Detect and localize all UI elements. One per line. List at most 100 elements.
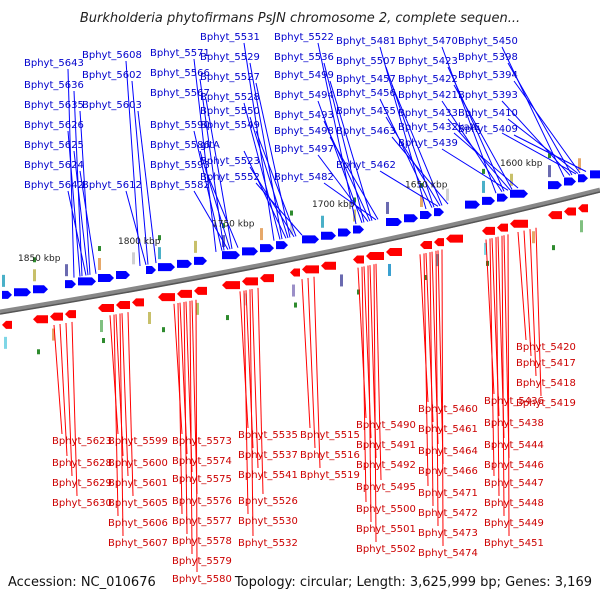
plus-gene-label: Bphyt_5499 <box>274 70 334 81</box>
plus-gene-arrow <box>302 235 319 244</box>
plus-connector <box>79 170 97 274</box>
plus-gene-label: Bphyt_5523 <box>200 156 260 167</box>
plus-gene-arrow <box>510 189 528 198</box>
minus-gene-label: Bphyt_5419 <box>516 398 576 409</box>
minus-gene-label: Bphyt_5580 <box>172 574 232 585</box>
small-feature-mark <box>357 289 360 295</box>
minus-connector <box>113 314 119 517</box>
minus-gene-label: Bphyt_5574 <box>172 456 232 467</box>
plus-gene-arrow <box>338 228 351 237</box>
plus-gene-label: Bphyt_5421 <box>398 90 458 101</box>
plus-gene-label: Bphyt_5603 <box>82 100 142 111</box>
minus-gene-arrow <box>50 312 63 321</box>
minus-connector <box>373 264 377 543</box>
plus-gene-label: Bphyt_5522 <box>274 32 334 43</box>
plus-connector <box>329 136 379 220</box>
minus-gene-arrow <box>302 265 319 274</box>
tick-label: 1800 kbp <box>118 237 161 247</box>
minus-gene-label: Bphyt_5420 <box>516 342 576 353</box>
minus-connector <box>501 235 505 517</box>
plus-gene-arrow <box>14 288 31 297</box>
plus-gene-label: Bphyt_5586 <box>150 140 210 151</box>
plus-gene-label: Bphyt_5393 <box>458 90 518 101</box>
minus-connector <box>59 323 68 457</box>
plus-connector <box>453 132 519 189</box>
plus-connector <box>507 62 573 176</box>
minus-gene-label: Bphyt_5628 <box>52 458 112 469</box>
plus-gene-label: gltA <box>200 140 220 151</box>
plus-connector <box>243 102 281 240</box>
plus-connector <box>255 130 297 237</box>
plus-gene-arrow <box>353 225 364 234</box>
minus-gene-arrow <box>386 247 402 256</box>
accession-text: Accession: NC_010676 <box>8 575 156 590</box>
small-feature-mark <box>294 302 297 308</box>
plus-gene-label: Bphyt_5528 <box>200 92 260 103</box>
annotation-block <box>482 180 485 193</box>
plus-gene-label: Bphyt_5494 <box>274 90 334 101</box>
minus-gene-label: Bphyt_5519 <box>300 470 360 481</box>
minus-gene-arrow <box>242 277 258 286</box>
minus-gene-label: Bphyt_5607 <box>108 538 168 549</box>
minus-connector <box>357 267 367 419</box>
plus-gene-arrow <box>98 274 114 283</box>
plus-connector <box>323 182 377 221</box>
small-feature-mark <box>37 349 40 355</box>
minus-connector <box>441 249 444 547</box>
plus-gene-label: Bphyt_5456 <box>336 88 396 99</box>
small-feature-mark <box>98 246 101 252</box>
small-feature-mark <box>548 153 551 159</box>
minus-gene-label: Bphyt_5535 <box>238 430 298 441</box>
minus-connector <box>507 234 510 537</box>
minus-gene-label: Bphyt_5471 <box>418 488 478 499</box>
minus-gene-label: Bphyt_5449 <box>484 518 544 529</box>
plus-gene-label: Bphyt_5422 <box>398 74 458 85</box>
minus-gene-arrow <box>564 207 576 216</box>
minus-gene-label: Bphyt_5605 <box>108 498 168 509</box>
minus-gene-label: Bphyt_5515 <box>300 430 360 441</box>
annotation-block <box>548 165 551 178</box>
minus-gene-arrow <box>482 226 495 235</box>
annotation-block <box>340 274 343 287</box>
annotation-block <box>388 263 391 276</box>
annotation-block <box>532 231 535 244</box>
plus-gene-arrow <box>177 259 192 268</box>
annotation-block <box>132 252 135 265</box>
minus-gene-label: Bphyt_5541 <box>238 470 298 481</box>
minus-gene-arrow <box>510 219 528 228</box>
plus-gene-label: katE <box>458 122 480 133</box>
minus-gene-arrow <box>158 293 175 302</box>
plus-connector <box>131 80 149 265</box>
tick-label: 1650 kbp <box>405 181 448 191</box>
plus-connector <box>255 182 303 236</box>
plus-gene-label: Bphyt_5642 <box>24 180 84 191</box>
small-feature-mark <box>424 274 427 280</box>
plus-gene-arrow <box>33 285 48 294</box>
minus-connector <box>313 276 321 469</box>
minus-gene-label: Bphyt_5530 <box>238 516 298 527</box>
minus-gene-label: Bphyt_5461 <box>418 424 478 435</box>
minus-connector <box>423 253 429 487</box>
minus-connector <box>307 277 316 449</box>
annotation-block <box>100 320 103 333</box>
minus-gene-label: Bphyt_5436 <box>484 396 544 407</box>
plus-connector <box>199 150 231 250</box>
small-feature-mark <box>290 210 293 216</box>
minus-connector <box>189 300 193 555</box>
plus-gene-label: Bphyt_5550 <box>200 106 260 117</box>
small-feature-mark <box>552 245 555 251</box>
minus-gene-label: Bphyt_5460 <box>418 404 478 415</box>
minus-connector <box>429 252 434 507</box>
plus-strand-labels: Bphyt_5643 Bphyt_5636 Bphyt_5635 Bphyt_5626… <box>24 32 518 191</box>
plus-gene-arrow <box>222 251 240 260</box>
plus-gene-arrow <box>276 241 288 250</box>
annotation-block <box>244 293 247 306</box>
minus-gene-arrow <box>446 234 463 243</box>
plus-connector <box>67 130 81 277</box>
minus-gene-arrow <box>222 281 240 290</box>
minus-gene-arrow <box>194 286 207 295</box>
minus-gene-label: Bphyt_5472 <box>418 508 478 519</box>
minus-gene-arrow <box>260 274 274 283</box>
minus-gene-arrow <box>434 238 444 247</box>
